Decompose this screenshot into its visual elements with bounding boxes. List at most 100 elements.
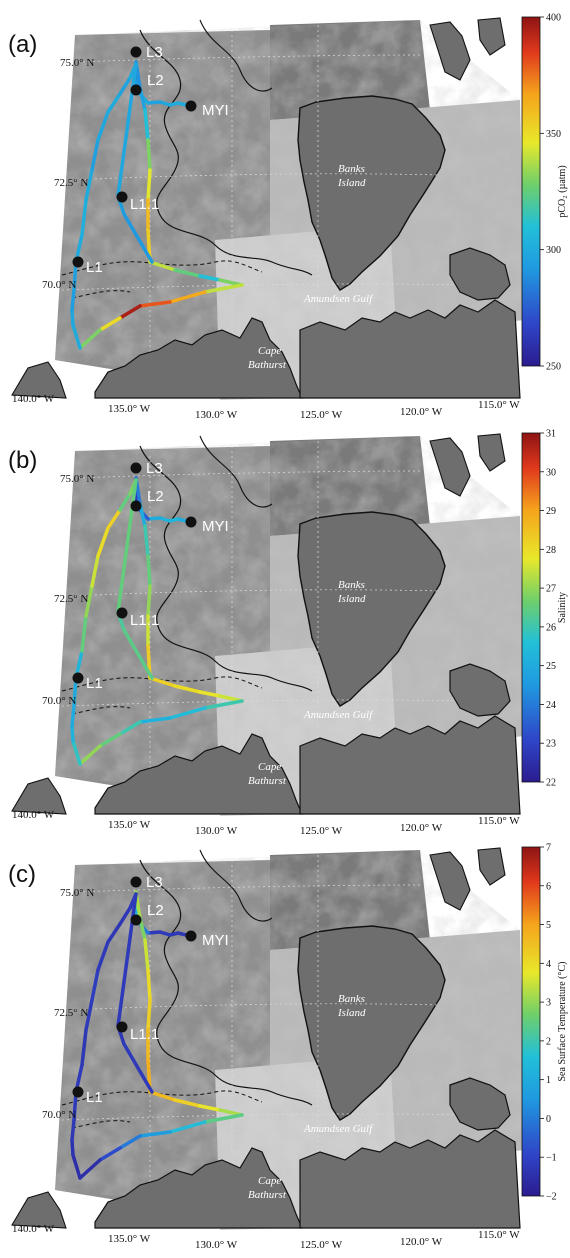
colorbar-tick-label: 26 (546, 622, 556, 633)
track-segment (96, 110, 110, 142)
latitude-label: 70.0° N (42, 1109, 76, 1121)
station-label: L2 (147, 488, 164, 505)
track-segment (146, 100, 162, 105)
track-segment (70, 288, 76, 312)
longitude-label: 140.0° W (12, 393, 55, 405)
latitude-label: 75.0° N (60, 57, 94, 69)
colorbar-tick-label: 250 (546, 362, 561, 373)
station-marker (185, 516, 197, 528)
station-label: L3 (146, 460, 163, 477)
longitude-label: 130.0° W (195, 825, 238, 837)
track-segment (118, 1134, 142, 1150)
longitude-label: 115.0° W (478, 399, 520, 411)
colorbar-tick-label: 300 (546, 245, 561, 256)
track-segment (78, 744, 102, 766)
station-marker (130, 462, 142, 474)
colorbar (521, 16, 541, 367)
map-panel-1: L3 L2 MYI L1.1 L1 Banks Island Amundsen Gulf Cap… (8, 13, 568, 422)
colorbar-tick-label: 28 (546, 545, 556, 556)
longitude-label: 140.0° W (12, 809, 55, 821)
colorbar-title: Sea Surface Temperature (°C) (557, 961, 568, 1081)
track-segment (122, 212, 154, 264)
colorbar-tick-label: 22 (546, 778, 556, 789)
colorbar-tick-label: 4 (546, 959, 551, 970)
track-segment (118, 492, 132, 512)
station-marker (130, 914, 142, 926)
latitude-label: 75.0° N (60, 887, 94, 899)
colorbar-tick-label: −2 (546, 1192, 557, 1203)
track-segment (106, 922, 122, 944)
track-segment (118, 76, 132, 96)
colorbar-tick-label: 350 (546, 129, 561, 140)
amundsen-gulf-label: Amundsen Gulf (303, 709, 374, 721)
colorbar-title: pCO₂ (µatm) (557, 165, 568, 217)
station-label: L2 (147, 902, 164, 919)
station-marker (130, 46, 142, 58)
station-marker (72, 672, 84, 684)
track-segment (84, 584, 94, 618)
longitude-label: 120.0° W (400, 406, 443, 418)
colorbar-tick-label: 1 (546, 1075, 551, 1086)
longitude-label: 135.0° W (108, 819, 151, 831)
basemap (12, 848, 525, 1230)
track-segment (143, 938, 150, 972)
track-segment (71, 739, 82, 766)
station-label: L1 (86, 675, 103, 692)
track-segment (146, 968, 152, 1002)
track-segment (98, 732, 122, 748)
longitude-label: 125.0° W (300, 409, 343, 421)
track-segment (78, 328, 102, 350)
cape-bathurst-label: Cape (258, 761, 281, 773)
station-label: MYI (202, 518, 229, 535)
amundsen-gulf-label: Amundsen Gulf (303, 1123, 374, 1135)
track-segment (84, 168, 94, 202)
station-marker (130, 500, 142, 512)
colorbar-tick-label: 25 (546, 661, 556, 672)
track-segment (203, 283, 244, 294)
latitude-label: 72.5° N (54, 593, 88, 605)
track-segment (143, 524, 150, 558)
latitude-label: 72.5° N (54, 1007, 88, 1019)
longitude-label: 125.0° W (300, 825, 343, 837)
track-segment (146, 584, 152, 618)
track-segment (70, 704, 76, 728)
track-segment (96, 940, 110, 972)
longitude-label: 140.0° W (12, 1223, 55, 1235)
station-marker (116, 1021, 128, 1033)
track-segment (173, 684, 202, 694)
station-label: L1 (86, 259, 103, 276)
track-segment (70, 1138, 75, 1157)
station-marker (130, 84, 142, 96)
track-segment (138, 716, 172, 724)
track-segment (168, 290, 207, 304)
track-segment (118, 906, 132, 926)
track-segment (146, 138, 152, 172)
track-segment (146, 516, 162, 521)
colorbar-tick-label: −1 (546, 1153, 557, 1164)
track-segment (106, 92, 122, 114)
station-label: MYI (202, 102, 229, 119)
station-label: L1.1 (130, 612, 159, 629)
colorbar (521, 846, 541, 1197)
track-segment (148, 676, 177, 688)
track-segment (80, 198, 88, 237)
track-segment (70, 308, 75, 327)
track-segment (198, 1104, 222, 1112)
longitude-label: 120.0° W (400, 1236, 443, 1248)
basemap (12, 434, 525, 816)
cape-bathurst-label: Bathurst (248, 775, 287, 787)
colorbar (521, 432, 541, 783)
track-segment (118, 304, 142, 320)
colorbar-tick-label: 30 (546, 467, 556, 478)
colorbar-tick-label: 6 (546, 881, 551, 892)
track-segment (70, 724, 75, 743)
track-segment (80, 1028, 88, 1067)
panel-label: (c) (8, 861, 36, 888)
station-marker (185, 930, 197, 942)
track-segment (98, 316, 122, 332)
track-segment (106, 508, 122, 530)
station-label: L2 (147, 72, 164, 89)
track-segment (71, 1153, 82, 1180)
cape-bathurst-label: Bathurst (248, 359, 287, 371)
